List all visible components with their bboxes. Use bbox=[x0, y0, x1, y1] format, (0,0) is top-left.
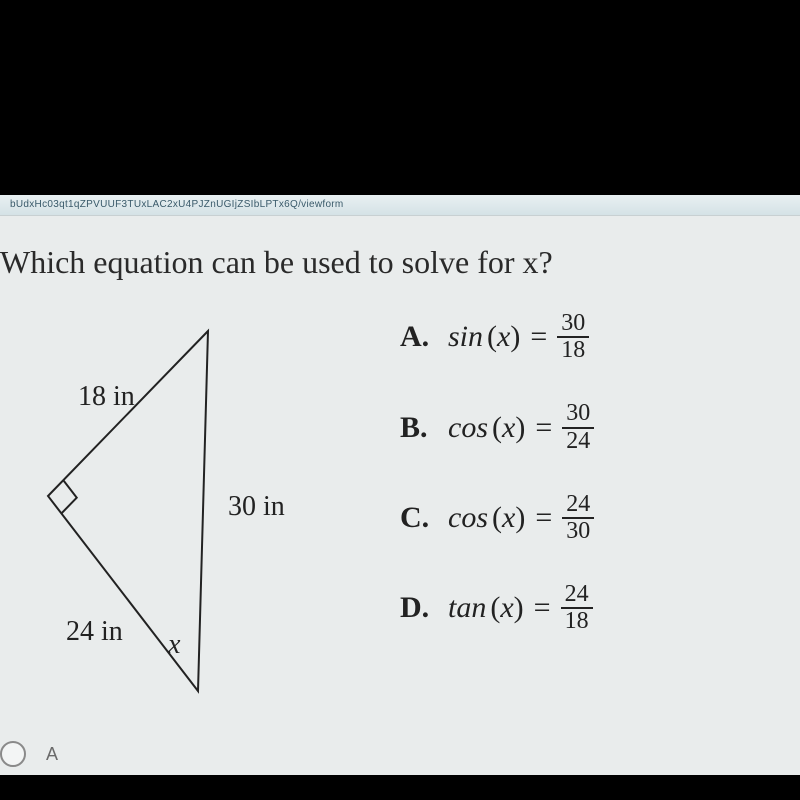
angle-label-x: x bbox=[168, 629, 180, 661]
browser-url-fragment: bUdxHc03qt1qZPVUUF3TUxLAC2xU4PJZnUGIjZSI… bbox=[0, 195, 800, 215]
side-label-c: 30 in bbox=[228, 491, 285, 523]
answer-list: A. sin(x)= 3018 B. cos(x)= 3024 C. cos(x… bbox=[400, 311, 800, 673]
fn-name: cos bbox=[448, 411, 488, 444]
side-label-a: 18 in bbox=[78, 381, 135, 413]
answer-letter: B. bbox=[400, 411, 448, 445]
answer-letter: A. bbox=[400, 320, 448, 354]
bottom-letterbox bbox=[0, 775, 800, 800]
photo-frame: bUdxHc03qt1qZPVUUF3TUxLAC2xU4PJZnUGIjZSI… bbox=[0, 0, 800, 800]
answer-option-b[interactable]: B. cos(x)= 3024 bbox=[400, 401, 800, 453]
radio-choice-row: A bbox=[0, 741, 58, 767]
answer-letter: D. bbox=[400, 591, 448, 625]
fraction: 2418 bbox=[561, 582, 593, 634]
question-text: Which equation can be used to solve for … bbox=[0, 216, 800, 281]
top-letterbox bbox=[0, 0, 800, 195]
radio-icon[interactable] bbox=[0, 741, 26, 767]
triangle-figure: 18 in 30 in 24 in x bbox=[18, 321, 348, 711]
fn-name: cos bbox=[448, 501, 488, 534]
fn-name: tan bbox=[448, 591, 486, 624]
fraction: 3018 bbox=[557, 311, 589, 363]
triangle-svg bbox=[18, 321, 348, 711]
side-label-b: 24 in bbox=[66, 616, 123, 648]
radio-label: A bbox=[46, 744, 58, 765]
right-angle-icon bbox=[61, 480, 76, 513]
answer-option-d[interactable]: D. tan(x)= 2418 bbox=[400, 582, 800, 634]
fraction: 2430 bbox=[562, 492, 594, 544]
fraction: 3024 bbox=[562, 401, 594, 453]
fn-name: sin bbox=[448, 320, 483, 353]
answer-option-a[interactable]: A. sin(x)= 3018 bbox=[400, 311, 800, 363]
question-card: Which equation can be used to solve for … bbox=[0, 215, 800, 775]
answer-letter: C. bbox=[400, 501, 448, 535]
answer-option-c[interactable]: C. cos(x)= 2430 bbox=[400, 492, 800, 544]
